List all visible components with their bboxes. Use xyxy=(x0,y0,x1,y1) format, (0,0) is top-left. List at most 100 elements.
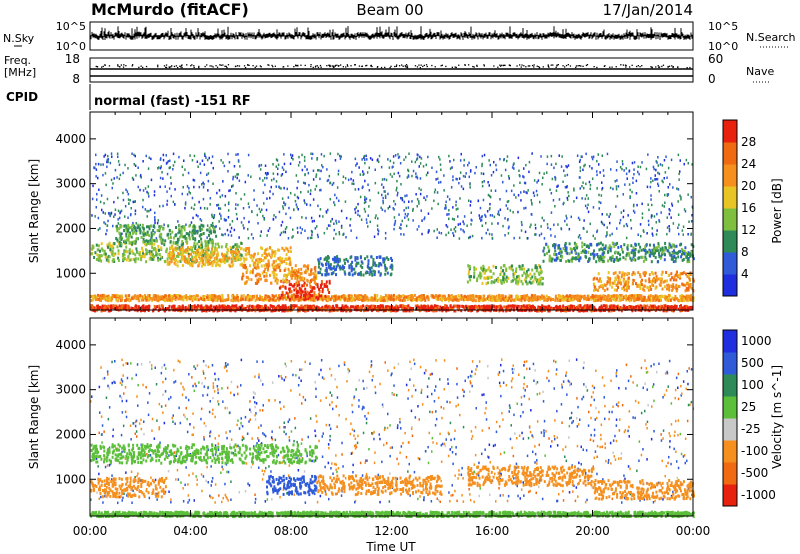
power-cell xyxy=(454,304,457,308)
power-cell xyxy=(241,297,244,301)
power-cell xyxy=(355,206,357,209)
power-cell xyxy=(267,295,270,299)
power-cell xyxy=(232,175,234,179)
power-cell xyxy=(495,163,497,167)
power-cell xyxy=(123,257,126,261)
power-cell xyxy=(129,199,131,202)
power-cell xyxy=(504,217,506,220)
power-cell xyxy=(153,246,156,250)
power-cell xyxy=(633,173,635,176)
power-cell xyxy=(556,298,559,302)
power-cell xyxy=(191,299,194,303)
power-cell xyxy=(274,307,277,311)
power-cell xyxy=(286,309,289,313)
power-cell xyxy=(273,295,276,299)
power-cell xyxy=(184,201,187,204)
power-cell xyxy=(229,246,232,249)
power-cell xyxy=(627,214,629,217)
power-cell xyxy=(110,211,113,215)
power-cell xyxy=(208,306,211,310)
power-cell xyxy=(227,209,230,212)
nave-dot xyxy=(175,65,177,67)
power-cell xyxy=(420,305,423,309)
power-cell xyxy=(508,296,511,300)
power-cell xyxy=(231,304,234,308)
power-cell xyxy=(488,298,490,302)
power-cell xyxy=(268,227,271,230)
power-cell xyxy=(238,245,241,249)
nave-dot xyxy=(95,65,97,68)
power-cell xyxy=(445,233,447,237)
power-cell xyxy=(319,297,322,301)
power-cell xyxy=(652,304,655,308)
beam-title: Beam 00 xyxy=(356,1,423,19)
power-cell xyxy=(357,188,360,191)
power-cell xyxy=(500,174,503,177)
power-cell xyxy=(628,183,631,186)
power-cell xyxy=(148,156,150,159)
power-cell xyxy=(347,297,350,301)
power-cell xyxy=(265,296,268,300)
power-cell xyxy=(656,212,658,216)
power-cell xyxy=(445,207,447,210)
nave-dot xyxy=(215,65,217,67)
power-cell xyxy=(213,215,215,219)
power-cell xyxy=(166,161,169,164)
power-cell xyxy=(489,202,491,206)
power-cell xyxy=(237,203,239,207)
power-cell xyxy=(264,294,267,298)
nave-dot xyxy=(672,66,674,68)
power-cell xyxy=(373,235,376,238)
power-cell xyxy=(418,225,420,228)
power-cell xyxy=(687,295,690,299)
nave-dot xyxy=(536,65,538,67)
nave-dot xyxy=(268,64,270,66)
power-cell xyxy=(598,207,600,210)
power-cell xyxy=(600,299,602,303)
power-cell xyxy=(142,251,144,255)
power-cell xyxy=(206,248,209,252)
nave-dot xyxy=(337,65,340,67)
power-cell xyxy=(418,200,420,203)
power-cell xyxy=(260,298,263,301)
power-cell xyxy=(435,178,437,181)
power-cell xyxy=(269,196,271,200)
power-cell xyxy=(449,167,452,170)
power-cell xyxy=(134,260,137,264)
power-cell xyxy=(604,307,607,311)
frequency-left-unit: [MHz] xyxy=(4,66,36,79)
power-cell xyxy=(389,173,392,176)
power-cell xyxy=(654,297,657,301)
power-cell xyxy=(635,192,638,195)
power-cell xyxy=(150,178,153,182)
power-cell xyxy=(221,299,224,303)
nave-dot xyxy=(171,65,173,67)
power-cell xyxy=(554,296,557,300)
power-cell xyxy=(547,226,549,229)
nave-dot xyxy=(472,65,474,68)
nave-dot xyxy=(108,65,111,67)
power-cell xyxy=(295,304,298,308)
power-cell xyxy=(527,304,530,308)
power-cell xyxy=(173,304,176,308)
power-cell xyxy=(463,158,465,162)
power-cell xyxy=(416,307,419,311)
power-cell xyxy=(250,175,252,178)
power-cell xyxy=(667,166,670,170)
power-cell xyxy=(647,219,650,223)
power-cell xyxy=(612,294,615,298)
power-cell xyxy=(478,214,480,217)
power-cell xyxy=(193,232,196,235)
power-cell xyxy=(201,253,204,257)
power-cell xyxy=(311,233,313,236)
power-cell xyxy=(483,304,485,308)
power-cell xyxy=(148,209,150,213)
nave-dot xyxy=(575,65,578,67)
power-cell xyxy=(534,223,537,227)
noise-right-label: N.Search xyxy=(746,31,796,44)
power-cell xyxy=(159,295,162,299)
power-cell xyxy=(513,193,515,196)
power-cell xyxy=(96,307,98,311)
power-cell xyxy=(554,178,557,181)
noise-panel-frame xyxy=(89,21,694,51)
